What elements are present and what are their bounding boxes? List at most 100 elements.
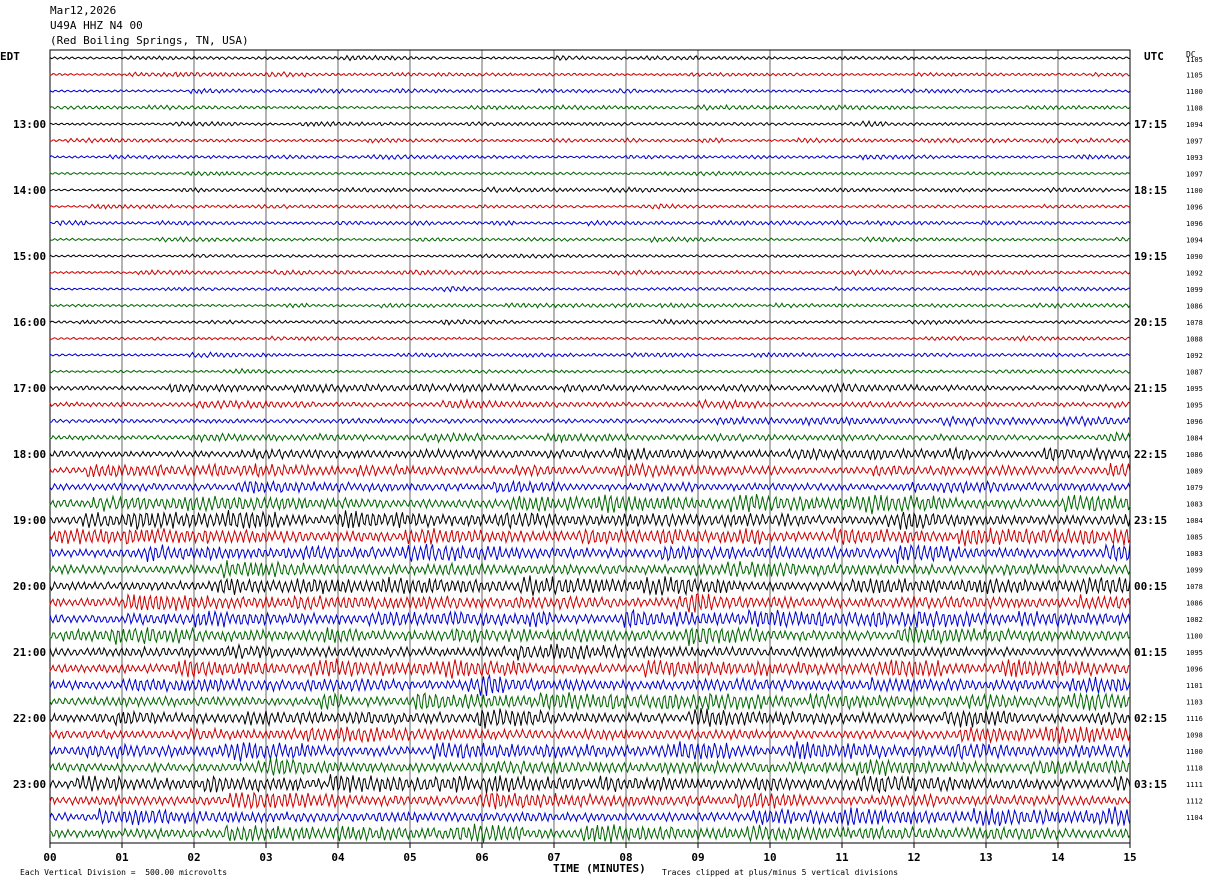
dc-value-label: 1103 bbox=[1186, 699, 1203, 707]
header-date: Mar12,2026 bbox=[50, 4, 117, 17]
dc-value-label: 1078 bbox=[1186, 319, 1203, 327]
seismic-trace bbox=[49, 431, 1131, 444]
seismic-trace bbox=[49, 625, 1131, 646]
dc-value-label: 1100 bbox=[1186, 88, 1203, 96]
dc-value-label: 1105 bbox=[1186, 56, 1203, 64]
x-tick-label: 13 bbox=[979, 851, 992, 864]
dc-value-label: 1096 bbox=[1186, 666, 1203, 674]
dc-value-label: 1111 bbox=[1186, 781, 1203, 789]
dc-value-label: 1099 bbox=[1186, 567, 1203, 575]
dc-value-label: 1118 bbox=[1186, 765, 1203, 773]
seismic-trace bbox=[49, 479, 1131, 495]
seismic-trace bbox=[49, 236, 1131, 244]
right-time-label: 00:15 bbox=[1134, 580, 1167, 593]
left-time-label: 17:00 bbox=[13, 382, 46, 395]
seismic-trace bbox=[49, 269, 1131, 277]
seismic-trace bbox=[49, 560, 1131, 579]
right-time-label: 01:15 bbox=[1134, 646, 1167, 659]
left-timezone-label: EDT bbox=[0, 50, 20, 63]
right-time-label: 22:15 bbox=[1134, 448, 1167, 461]
dc-value-label: 1087 bbox=[1186, 369, 1203, 377]
dc-value-label: 1079 bbox=[1186, 484, 1203, 492]
dc-value-label: 1084 bbox=[1186, 435, 1203, 443]
left-time-label: 23:00 bbox=[13, 778, 46, 791]
dc-value-label: 1088 bbox=[1186, 336, 1203, 344]
x-tick-label: 06 bbox=[475, 851, 489, 864]
seismic-trace bbox=[49, 493, 1131, 515]
dc-value-label: 1086 bbox=[1186, 451, 1203, 459]
seismic-trace bbox=[49, 398, 1131, 411]
left-time-label: 18:00 bbox=[13, 448, 46, 461]
x-tick-label: 01 bbox=[115, 851, 129, 864]
dc-value-label: 1105 bbox=[1186, 72, 1203, 80]
seismic-trace bbox=[49, 658, 1131, 679]
seismic-trace bbox=[49, 87, 1131, 95]
dc-value-label: 1092 bbox=[1186, 270, 1203, 278]
right-time-label: 03:15 bbox=[1134, 778, 1167, 791]
dc-value-label: 1094 bbox=[1186, 237, 1203, 245]
dc-value-label: 1086 bbox=[1186, 600, 1203, 608]
seismic-trace bbox=[49, 575, 1131, 597]
x-tick-label: 07 bbox=[547, 851, 560, 864]
seismic-trace bbox=[49, 54, 1131, 62]
scale-note: Each Vertical Division = 500.00 microvol… bbox=[20, 868, 228, 877]
dc-value-label: 1084 bbox=[1186, 517, 1203, 525]
x-tick-label: 12 bbox=[907, 851, 920, 864]
x-tick-label: 05 bbox=[403, 851, 416, 864]
seismic-trace bbox=[49, 253, 1131, 259]
dc-value-label: 1097 bbox=[1186, 171, 1203, 179]
header-station: U49A HHZ N4 00 bbox=[50, 19, 143, 32]
x-tick-label: 03 bbox=[259, 851, 272, 864]
dc-value-label: 1083 bbox=[1186, 550, 1203, 558]
seismic-trace bbox=[49, 461, 1131, 479]
dc-value-label: 1116 bbox=[1186, 715, 1203, 723]
dc-value-label: 1082 bbox=[1186, 616, 1203, 624]
dc-value-label: 1101 bbox=[1186, 682, 1203, 690]
seismic-trace bbox=[49, 593, 1131, 613]
x-axis-title: TIME (MINUTES) bbox=[553, 862, 646, 875]
left-time-label: 13:00 bbox=[13, 118, 46, 131]
x-tick-label: 14 bbox=[1051, 851, 1065, 864]
dc-value-label: 1099 bbox=[1186, 286, 1203, 294]
left-time-label: 16:00 bbox=[13, 316, 46, 329]
seismic-trace bbox=[49, 302, 1131, 309]
header-location: (Red Boiling Springs, TN, USA) bbox=[50, 34, 249, 47]
seismic-trace bbox=[49, 673, 1131, 696]
left-time-label: 20:00 bbox=[13, 580, 46, 593]
seismic-trace bbox=[49, 642, 1131, 661]
dc-value-label: 1096 bbox=[1186, 220, 1203, 228]
seismic-trace bbox=[49, 510, 1131, 530]
seismic-trace bbox=[49, 608, 1131, 629]
clip-note: Traces clipped at plus/minus 5 vertical … bbox=[662, 868, 899, 877]
dc-header-label: DC bbox=[1186, 50, 1196, 59]
x-tick-label: 02 bbox=[187, 851, 200, 864]
seismic-trace bbox=[49, 71, 1131, 78]
dc-value-label: 1108 bbox=[1186, 105, 1203, 113]
seismic-trace bbox=[49, 103, 1131, 111]
seismic-trace bbox=[49, 219, 1131, 227]
seismic-trace bbox=[49, 153, 1131, 161]
x-tick-label: 09 bbox=[691, 851, 704, 864]
dc-value-label: 1086 bbox=[1186, 303, 1203, 311]
dc-value-label: 1096 bbox=[1186, 204, 1203, 212]
x-tick-label: 00 bbox=[43, 851, 56, 864]
seismic-trace bbox=[49, 170, 1131, 177]
right-time-label: 20:15 bbox=[1134, 316, 1167, 329]
dc-value-label: 1098 bbox=[1186, 732, 1203, 740]
dc-value-label: 1100 bbox=[1186, 187, 1203, 195]
dc-value-label: 1094 bbox=[1186, 121, 1203, 129]
right-time-label: 02:15 bbox=[1134, 712, 1167, 725]
seismic-trace bbox=[49, 203, 1131, 210]
seismic-trace bbox=[49, 741, 1131, 762]
right-time-label: 18:15 bbox=[1134, 184, 1167, 197]
left-time-label: 15:00 bbox=[13, 250, 46, 263]
seismic-trace bbox=[49, 725, 1131, 745]
dc-value-label: 1083 bbox=[1186, 501, 1203, 509]
seismic-trace bbox=[49, 774, 1131, 795]
seismic-trace bbox=[49, 186, 1131, 194]
dc-value-label: 1100 bbox=[1186, 633, 1203, 641]
seismic-trace bbox=[49, 137, 1131, 144]
x-tick-label: 10 bbox=[763, 851, 776, 864]
dc-value-label: 1095 bbox=[1186, 402, 1203, 410]
